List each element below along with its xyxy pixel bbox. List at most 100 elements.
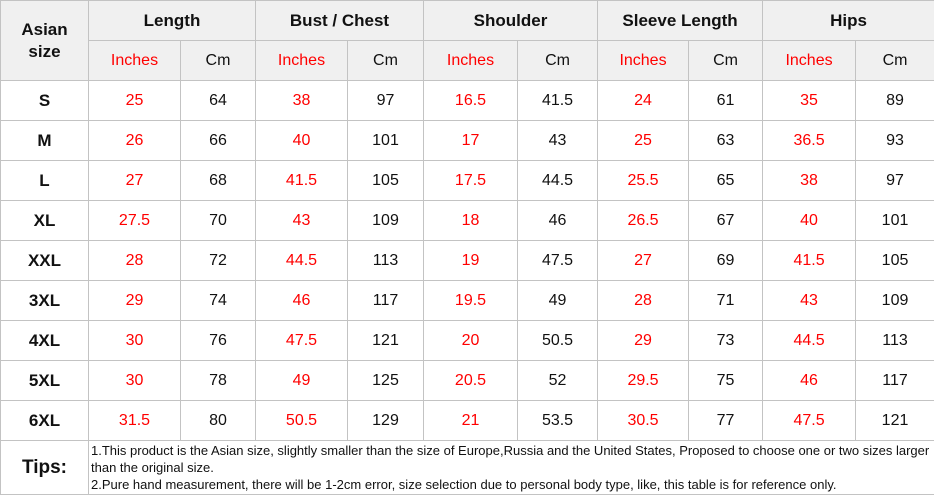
cell-5xl-length-inches: 30 (89, 361, 181, 401)
cell-3xl-bust-chest-inches: 46 (256, 281, 348, 321)
unit-header-sleeve-length-cm: Cm (689, 41, 763, 81)
cell-6xl-sleeve-length-inches: 30.5 (598, 401, 689, 441)
cell-3xl-shoulder-cm: 49 (518, 281, 598, 321)
tips-label: Tips: (1, 441, 89, 495)
cell-l-bust-chest-cm: 105 (348, 161, 424, 201)
cell-s-sleeve-length-inches: 24 (598, 81, 689, 121)
cell-s-length-cm: 64 (181, 81, 256, 121)
cell-3xl-hips-inches: 43 (763, 281, 856, 321)
cell-xxl-shoulder-inches: 19 (424, 241, 518, 281)
cell-6xl-shoulder-cm: 53.5 (518, 401, 598, 441)
tips-row: Tips: 1.This product is the Asian size, … (1, 441, 934, 495)
cell-xl-shoulder-inches: 18 (424, 201, 518, 241)
tips-text: 1.This product is the Asian size, slight… (89, 441, 934, 495)
cell-xxl-sleeve-length-cm: 69 (689, 241, 763, 281)
cell-l-length-inches: 27 (89, 161, 181, 201)
cell-4xl-length-inches: 30 (89, 321, 181, 361)
tips-line-1: 1.This product is the Asian size, slight… (91, 442, 930, 476)
cell-m-sleeve-length-cm: 63 (689, 121, 763, 161)
cell-s-hips-inches: 35 (763, 81, 856, 121)
cell-l-shoulder-inches: 17.5 (424, 161, 518, 201)
cell-xxl-hips-inches: 41.5 (763, 241, 856, 281)
cell-6xl-length-inches: 31.5 (89, 401, 181, 441)
cell-xxl-hips-cm: 105 (856, 241, 934, 281)
tips-line-2: 2.Pure hand measurement, there will be 1… (91, 476, 930, 493)
cell-m-sleeve-length-inches: 25 (598, 121, 689, 161)
unit-header-hips-inches: Inches (763, 41, 856, 81)
cell-xxl-length-cm: 72 (181, 241, 256, 281)
cell-m-shoulder-inches: 17 (424, 121, 518, 161)
cell-xl-bust-chest-cm: 109 (348, 201, 424, 241)
cell-xl-length-inches: 27.5 (89, 201, 181, 241)
cell-6xl-bust-chest-inches: 50.5 (256, 401, 348, 441)
unit-header-bust-chest-cm: Cm (348, 41, 424, 81)
group-header-sleeve-length: Sleeve Length (598, 1, 763, 41)
cell-5xl-sleeve-length-cm: 75 (689, 361, 763, 401)
cell-m-bust-chest-cm: 101 (348, 121, 424, 161)
cell-l-shoulder-cm: 44.5 (518, 161, 598, 201)
cell-6xl-hips-inches: 47.5 (763, 401, 856, 441)
size-label-4xl: 4XL (1, 321, 89, 361)
cell-s-length-inches: 25 (89, 81, 181, 121)
corner-header-asian-size: Asian size (1, 1, 89, 81)
cell-6xl-length-cm: 80 (181, 401, 256, 441)
cell-l-hips-inches: 38 (763, 161, 856, 201)
cell-s-shoulder-cm: 41.5 (518, 81, 598, 121)
cell-xl-sleeve-length-cm: 67 (689, 201, 763, 241)
cell-5xl-shoulder-inches: 20.5 (424, 361, 518, 401)
cell-s-bust-chest-cm: 97 (348, 81, 424, 121)
cell-l-hips-cm: 97 (856, 161, 934, 201)
cell-m-hips-inches: 36.5 (763, 121, 856, 161)
unit-header-shoulder-inches: Inches (424, 41, 518, 81)
cell-6xl-shoulder-inches: 21 (424, 401, 518, 441)
cell-3xl-hips-cm: 109 (856, 281, 934, 321)
group-header-length: Length (89, 1, 256, 41)
cell-5xl-hips-cm: 117 (856, 361, 934, 401)
cell-3xl-length-inches: 29 (89, 281, 181, 321)
cell-4xl-sleeve-length-inches: 29 (598, 321, 689, 361)
cell-xxl-length-inches: 28 (89, 241, 181, 281)
cell-5xl-bust-chest-inches: 49 (256, 361, 348, 401)
size-label-s: S (1, 81, 89, 121)
cell-6xl-hips-cm: 121 (856, 401, 934, 441)
cell-xl-hips-cm: 101 (856, 201, 934, 241)
cell-4xl-hips-inches: 44.5 (763, 321, 856, 361)
cell-xl-sleeve-length-inches: 26.5 (598, 201, 689, 241)
cell-l-sleeve-length-cm: 65 (689, 161, 763, 201)
cell-3xl-sleeve-length-cm: 71 (689, 281, 763, 321)
cell-l-length-cm: 68 (181, 161, 256, 201)
cell-m-length-cm: 66 (181, 121, 256, 161)
cell-m-shoulder-cm: 43 (518, 121, 598, 161)
cell-xl-shoulder-cm: 46 (518, 201, 598, 241)
cell-5xl-length-cm: 78 (181, 361, 256, 401)
cell-6xl-sleeve-length-cm: 77 (689, 401, 763, 441)
size-label-m: M (1, 121, 89, 161)
cell-4xl-bust-chest-cm: 121 (348, 321, 424, 361)
cell-s-shoulder-inches: 16.5 (424, 81, 518, 121)
cell-s-bust-chest-inches: 38 (256, 81, 348, 121)
unit-header-shoulder-cm: Cm (518, 41, 598, 81)
cell-l-sleeve-length-inches: 25.5 (598, 161, 689, 201)
cell-4xl-hips-cm: 113 (856, 321, 934, 361)
size-label-6xl: 6XL (1, 401, 89, 441)
unit-header-length-inches: Inches (89, 41, 181, 81)
cell-s-sleeve-length-cm: 61 (689, 81, 763, 121)
cell-5xl-bust-chest-cm: 125 (348, 361, 424, 401)
cell-xl-hips-inches: 40 (763, 201, 856, 241)
cell-xl-length-cm: 70 (181, 201, 256, 241)
size-label-xl: XL (1, 201, 89, 241)
unit-header-bust-chest-inches: Inches (256, 41, 348, 81)
cell-xxl-bust-chest-cm: 113 (348, 241, 424, 281)
cell-4xl-shoulder-cm: 50.5 (518, 321, 598, 361)
